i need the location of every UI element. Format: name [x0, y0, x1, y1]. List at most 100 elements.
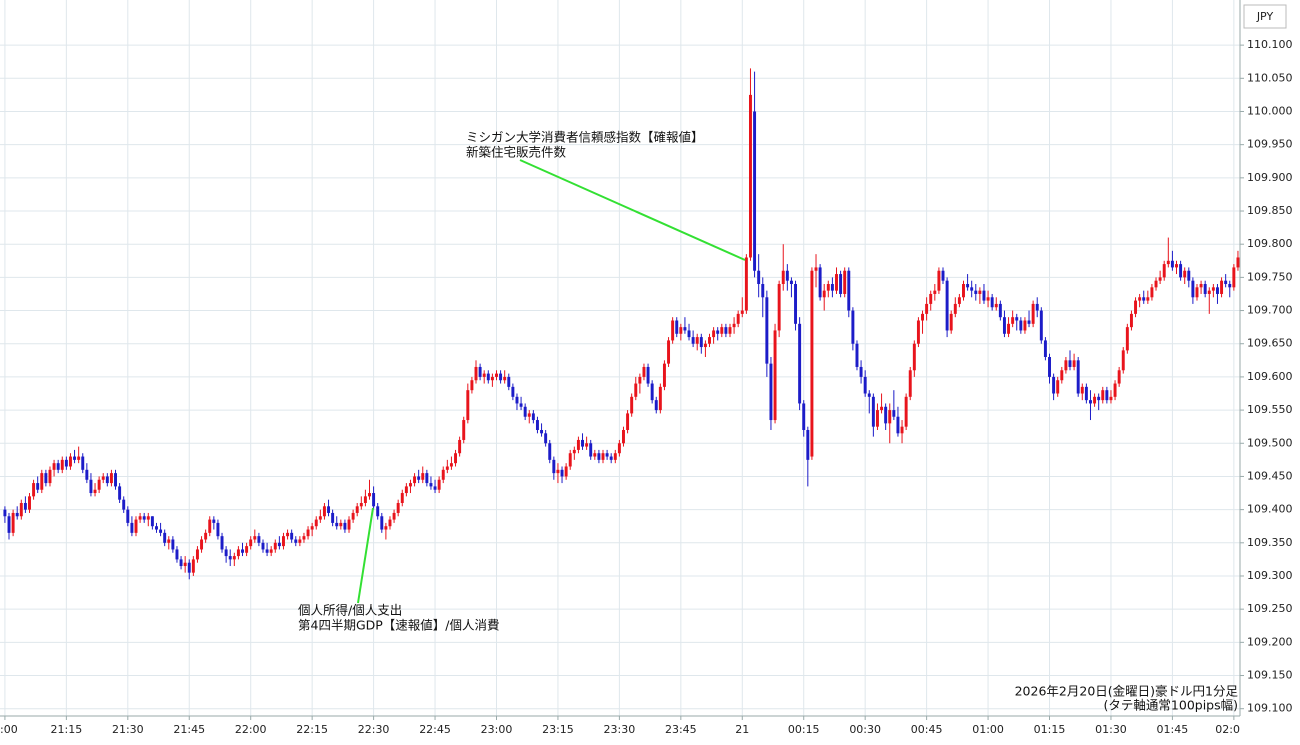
- candle-body: [146, 516, 150, 520]
- x-tick-label: 01:30: [1095, 723, 1127, 736]
- candle-body: [519, 403, 523, 407]
- candle-body: [1027, 320, 1031, 324]
- annotation-text: 新築住宅販売件数: [466, 145, 567, 160]
- candle-body: [478, 366, 482, 377]
- candle-body: [466, 390, 470, 421]
- candle-body: [904, 396, 908, 427]
- candle-body: [925, 303, 929, 314]
- candle-body: [376, 506, 380, 517]
- candle-body: [134, 519, 138, 533]
- candle-body: [380, 516, 384, 530]
- candle-body: [662, 363, 666, 387]
- candle-body: [1080, 386, 1084, 394]
- annotation-text: 個人所得/個人支出: [298, 603, 402, 618]
- candle-body: [777, 284, 781, 331]
- candle-body: [630, 396, 634, 414]
- y-tick-label: 109.450: [1247, 469, 1293, 482]
- candle-body: [835, 274, 838, 291]
- candle-body: [720, 327, 724, 334]
- x-tick-label: 23:15: [542, 723, 574, 736]
- candle-body: [241, 549, 244, 553]
- currency-box: [1243, 4, 1287, 29]
- candle-body: [216, 522, 220, 537]
- candle-body: [7, 516, 11, 533]
- candle-body: [966, 284, 970, 288]
- x-tick-label: :00: [0, 723, 18, 736]
- candle-body: [159, 529, 163, 533]
- candle-body: [654, 400, 658, 411]
- y-tick-label: 109.250: [1247, 602, 1293, 615]
- candle-body: [52, 463, 56, 470]
- candle-body: [495, 373, 498, 377]
- y-tick-label: 109.950: [1247, 138, 1293, 151]
- candle-body: [626, 413, 630, 430]
- candle-body: [1220, 280, 1224, 294]
- candle-body: [163, 532, 167, 543]
- candle-body: [425, 473, 429, 484]
- candle-body: [171, 539, 175, 550]
- candle-body: [282, 536, 285, 547]
- candle-body: [761, 284, 765, 298]
- candle-body: [449, 463, 453, 467]
- candle-body: [286, 532, 290, 537]
- candle-body: [408, 483, 412, 487]
- candle-body: [490, 376, 494, 381]
- x-tick-label: 22:30: [358, 723, 390, 736]
- candle-body: [921, 313, 924, 321]
- candle-body: [44, 473, 48, 484]
- candle-body: [1052, 376, 1056, 394]
- candle-body: [576, 439, 580, 450]
- candle-body: [220, 536, 224, 550]
- candle-body: [183, 562, 187, 567]
- candle-body: [1146, 297, 1150, 301]
- candle-body: [138, 516, 142, 520]
- candle-body: [48, 469, 52, 484]
- candle-body: [671, 320, 675, 341]
- candle-body: [740, 310, 744, 314]
- footnote: 2026年2月20日(金曜日)豪ドル円1分足: [1015, 684, 1239, 699]
- candle-body: [36, 483, 40, 490]
- candle-body: [1138, 297, 1142, 301]
- candle-body: [392, 512, 396, 520]
- x-tick-label: 21:15: [51, 723, 83, 736]
- candle-body: [130, 522, 134, 533]
- candle-body: [970, 287, 974, 291]
- candle-body: [855, 343, 859, 367]
- candle-body: [23, 502, 27, 510]
- candle-body: [1101, 390, 1105, 401]
- candle-body: [535, 420, 539, 430]
- candle-body: [89, 479, 93, 494]
- candle-body: [695, 337, 699, 344]
- candle-body: [1117, 370, 1121, 384]
- candle-body: [839, 274, 843, 294]
- candle-body: [896, 416, 900, 434]
- candle-body: [601, 453, 605, 460]
- candle-body: [1089, 400, 1092, 404]
- candle-body: [1179, 264, 1183, 278]
- candle-body: [253, 536, 257, 540]
- candle-body: [978, 290, 982, 294]
- candle-body: [581, 439, 584, 447]
- candle-body: [748, 94, 752, 258]
- candle-body: [843, 270, 847, 294]
- candle-body: [302, 536, 306, 540]
- candle-body: [949, 313, 953, 331]
- candle-body: [236, 549, 240, 557]
- x-tick-label: 00:45: [911, 723, 943, 736]
- candle-body: [1232, 267, 1236, 288]
- candle-body: [990, 297, 994, 308]
- annotations: ミシガン大学消費者信頼感指数【確報値】 新築住宅販売件数 個人所得/個人支出 第…: [298, 130, 1238, 713]
- candle-body: [1068, 360, 1072, 367]
- candle-body: [912, 343, 916, 371]
- candle-body: [355, 506, 359, 513]
- candle-body: [527, 413, 531, 417]
- candle-body: [724, 327, 728, 334]
- candle-body: [585, 443, 589, 447]
- x-tick-label: 00:30: [849, 723, 881, 736]
- x-tick-label: 21:45: [173, 723, 205, 736]
- candle-body: [773, 330, 777, 421]
- candle-body: [1105, 390, 1109, 401]
